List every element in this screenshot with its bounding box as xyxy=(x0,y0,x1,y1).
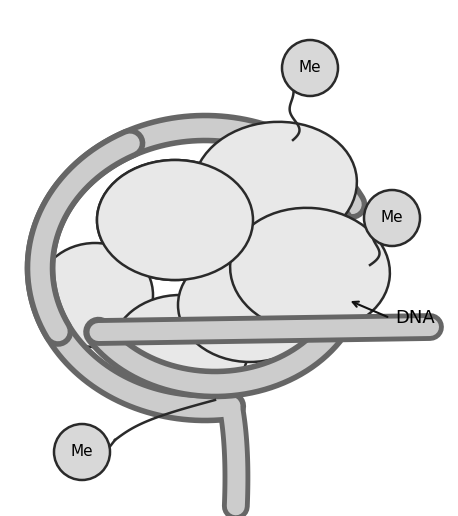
Text: Me: Me xyxy=(71,444,93,460)
Ellipse shape xyxy=(112,295,248,405)
Text: Me: Me xyxy=(381,211,403,225)
Text: Me: Me xyxy=(299,60,322,75)
Ellipse shape xyxy=(193,122,357,248)
Circle shape xyxy=(282,40,338,96)
Ellipse shape xyxy=(97,160,253,280)
Text: DNA: DNA xyxy=(395,309,435,327)
Ellipse shape xyxy=(178,248,322,362)
Ellipse shape xyxy=(37,243,153,347)
Circle shape xyxy=(54,424,110,480)
Circle shape xyxy=(364,190,420,246)
Ellipse shape xyxy=(230,208,390,332)
Ellipse shape xyxy=(97,160,253,280)
